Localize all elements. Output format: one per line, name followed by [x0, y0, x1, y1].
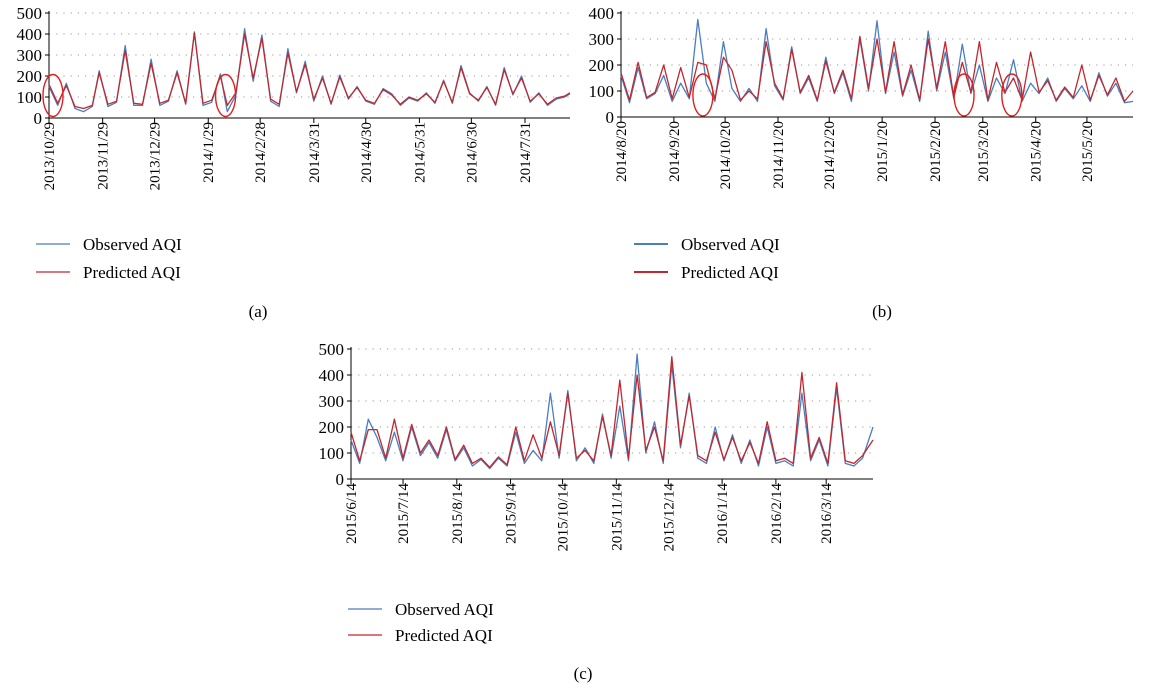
panel-label: (b): [872, 302, 892, 321]
series-line-predicted: [620, 35, 1134, 103]
x-tick-label: 2014/12/20: [822, 121, 838, 189]
x-tick-label: 2013/10/29: [42, 122, 58, 190]
y-tick-label: 0: [336, 470, 345, 489]
x-tick-label: 2014/5/31: [412, 122, 428, 183]
x-tick-label: 2015/11/14: [609, 483, 625, 551]
x-tick-label: 2013/12/29: [148, 122, 164, 190]
x-tick-label: 2014/9/20: [667, 121, 683, 182]
x-tick-label: 2015/10/14: [556, 483, 572, 552]
x-tick-label: 2014/3/31: [307, 122, 323, 183]
chart-panel-2: 0 100 200 300 400 2014/8/20 2014/9/20 2014/10/2…: [589, 4, 1134, 321]
highlight-circle: [42, 73, 64, 118]
y-tick-label: 100: [319, 444, 345, 463]
legend-label-observed: Observed AQI: [395, 600, 494, 619]
legend-label-observed: Observed AQI: [83, 235, 182, 254]
y-tick-label: 200: [319, 418, 345, 437]
y-tick-label: 500: [319, 340, 345, 359]
legend-label-predicted: Predicted AQI: [395, 626, 493, 645]
x-tick-label: 2015/5/20: [1080, 121, 1096, 182]
panel-label: (c): [574, 664, 593, 683]
y-tick-label: 200: [17, 67, 43, 86]
y-tick-label: 400: [589, 4, 615, 23]
series-line-predicted: [48, 32, 571, 110]
y-tick-label: 400: [319, 366, 345, 385]
chart-panel-1: 0 100 200 300 400 500 2013/10/29 2013/11/29 2013…: [17, 4, 571, 321]
x-tick-label: 2016/1/14: [715, 483, 731, 544]
y-tick-label: 0: [34, 109, 43, 128]
highlight-circle: [214, 73, 237, 118]
x-tick-label: 2015/12/14: [661, 483, 677, 552]
x-tick-label: 2013/11/29: [96, 122, 112, 190]
y-tick-label: 300: [17, 46, 43, 65]
highlight-circle: [692, 73, 714, 117]
legend-label-observed: Observed AQI: [681, 235, 780, 254]
series-line-observed: [350, 353, 874, 470]
chart-panel-3: 0 100 200 300 400 500 2015/6/14 2015/7/14 2015/8…: [319, 340, 874, 683]
series-line-predicted: [350, 356, 874, 468]
x-tick-label: 2014/11/20: [771, 121, 787, 189]
series-line-observed: [48, 28, 571, 113]
x-tick-label: 2015/9/14: [504, 483, 520, 544]
x-tick-label: 2014/4/30: [359, 122, 375, 183]
y-tick-label: 400: [17, 25, 43, 44]
y-tick-label: 300: [589, 30, 615, 49]
x-tick-label: 2015/4/20: [1029, 121, 1045, 182]
y-tick-label: 100: [17, 88, 43, 107]
x-tick-label: 2014/8/20: [614, 121, 630, 182]
x-tick-label: 2014/6/30: [464, 122, 480, 183]
y-tick-label: 200: [589, 56, 615, 75]
x-tick-label: 2016/3/14: [819, 483, 835, 544]
x-tick-label: 2016/2/14: [769, 483, 785, 544]
x-tick-label: 2015/7/14: [396, 483, 412, 544]
x-tick-label: 2014/7/31: [518, 122, 534, 183]
highlight-circle: [953, 73, 975, 117]
legend-label-predicted: Predicted AQI: [83, 263, 181, 282]
y-tick-label: 0: [606, 108, 615, 127]
x-tick-label: 2015/2/20: [928, 121, 944, 182]
y-tick-label: 500: [17, 4, 43, 23]
legend-label-predicted: Predicted AQI: [681, 263, 779, 282]
x-tick-label: 2014/2/28: [253, 122, 269, 183]
highlight-circle: [1001, 73, 1023, 117]
x-tick-label: 2015/3/20: [976, 121, 992, 182]
panel-label: (a): [249, 302, 268, 321]
y-tick-label: 100: [589, 82, 615, 101]
y-tick-label: 300: [319, 392, 345, 411]
x-tick-label: 2015/6/14: [344, 483, 360, 544]
x-tick-label: 2015/8/14: [450, 483, 466, 544]
x-tick-label: 2015/1/20: [875, 121, 891, 182]
x-tick-label: 2014/10/20: [718, 121, 734, 189]
x-tick-label: 2014/1/29: [201, 122, 217, 183]
series-line-observed: [620, 18, 1134, 104]
